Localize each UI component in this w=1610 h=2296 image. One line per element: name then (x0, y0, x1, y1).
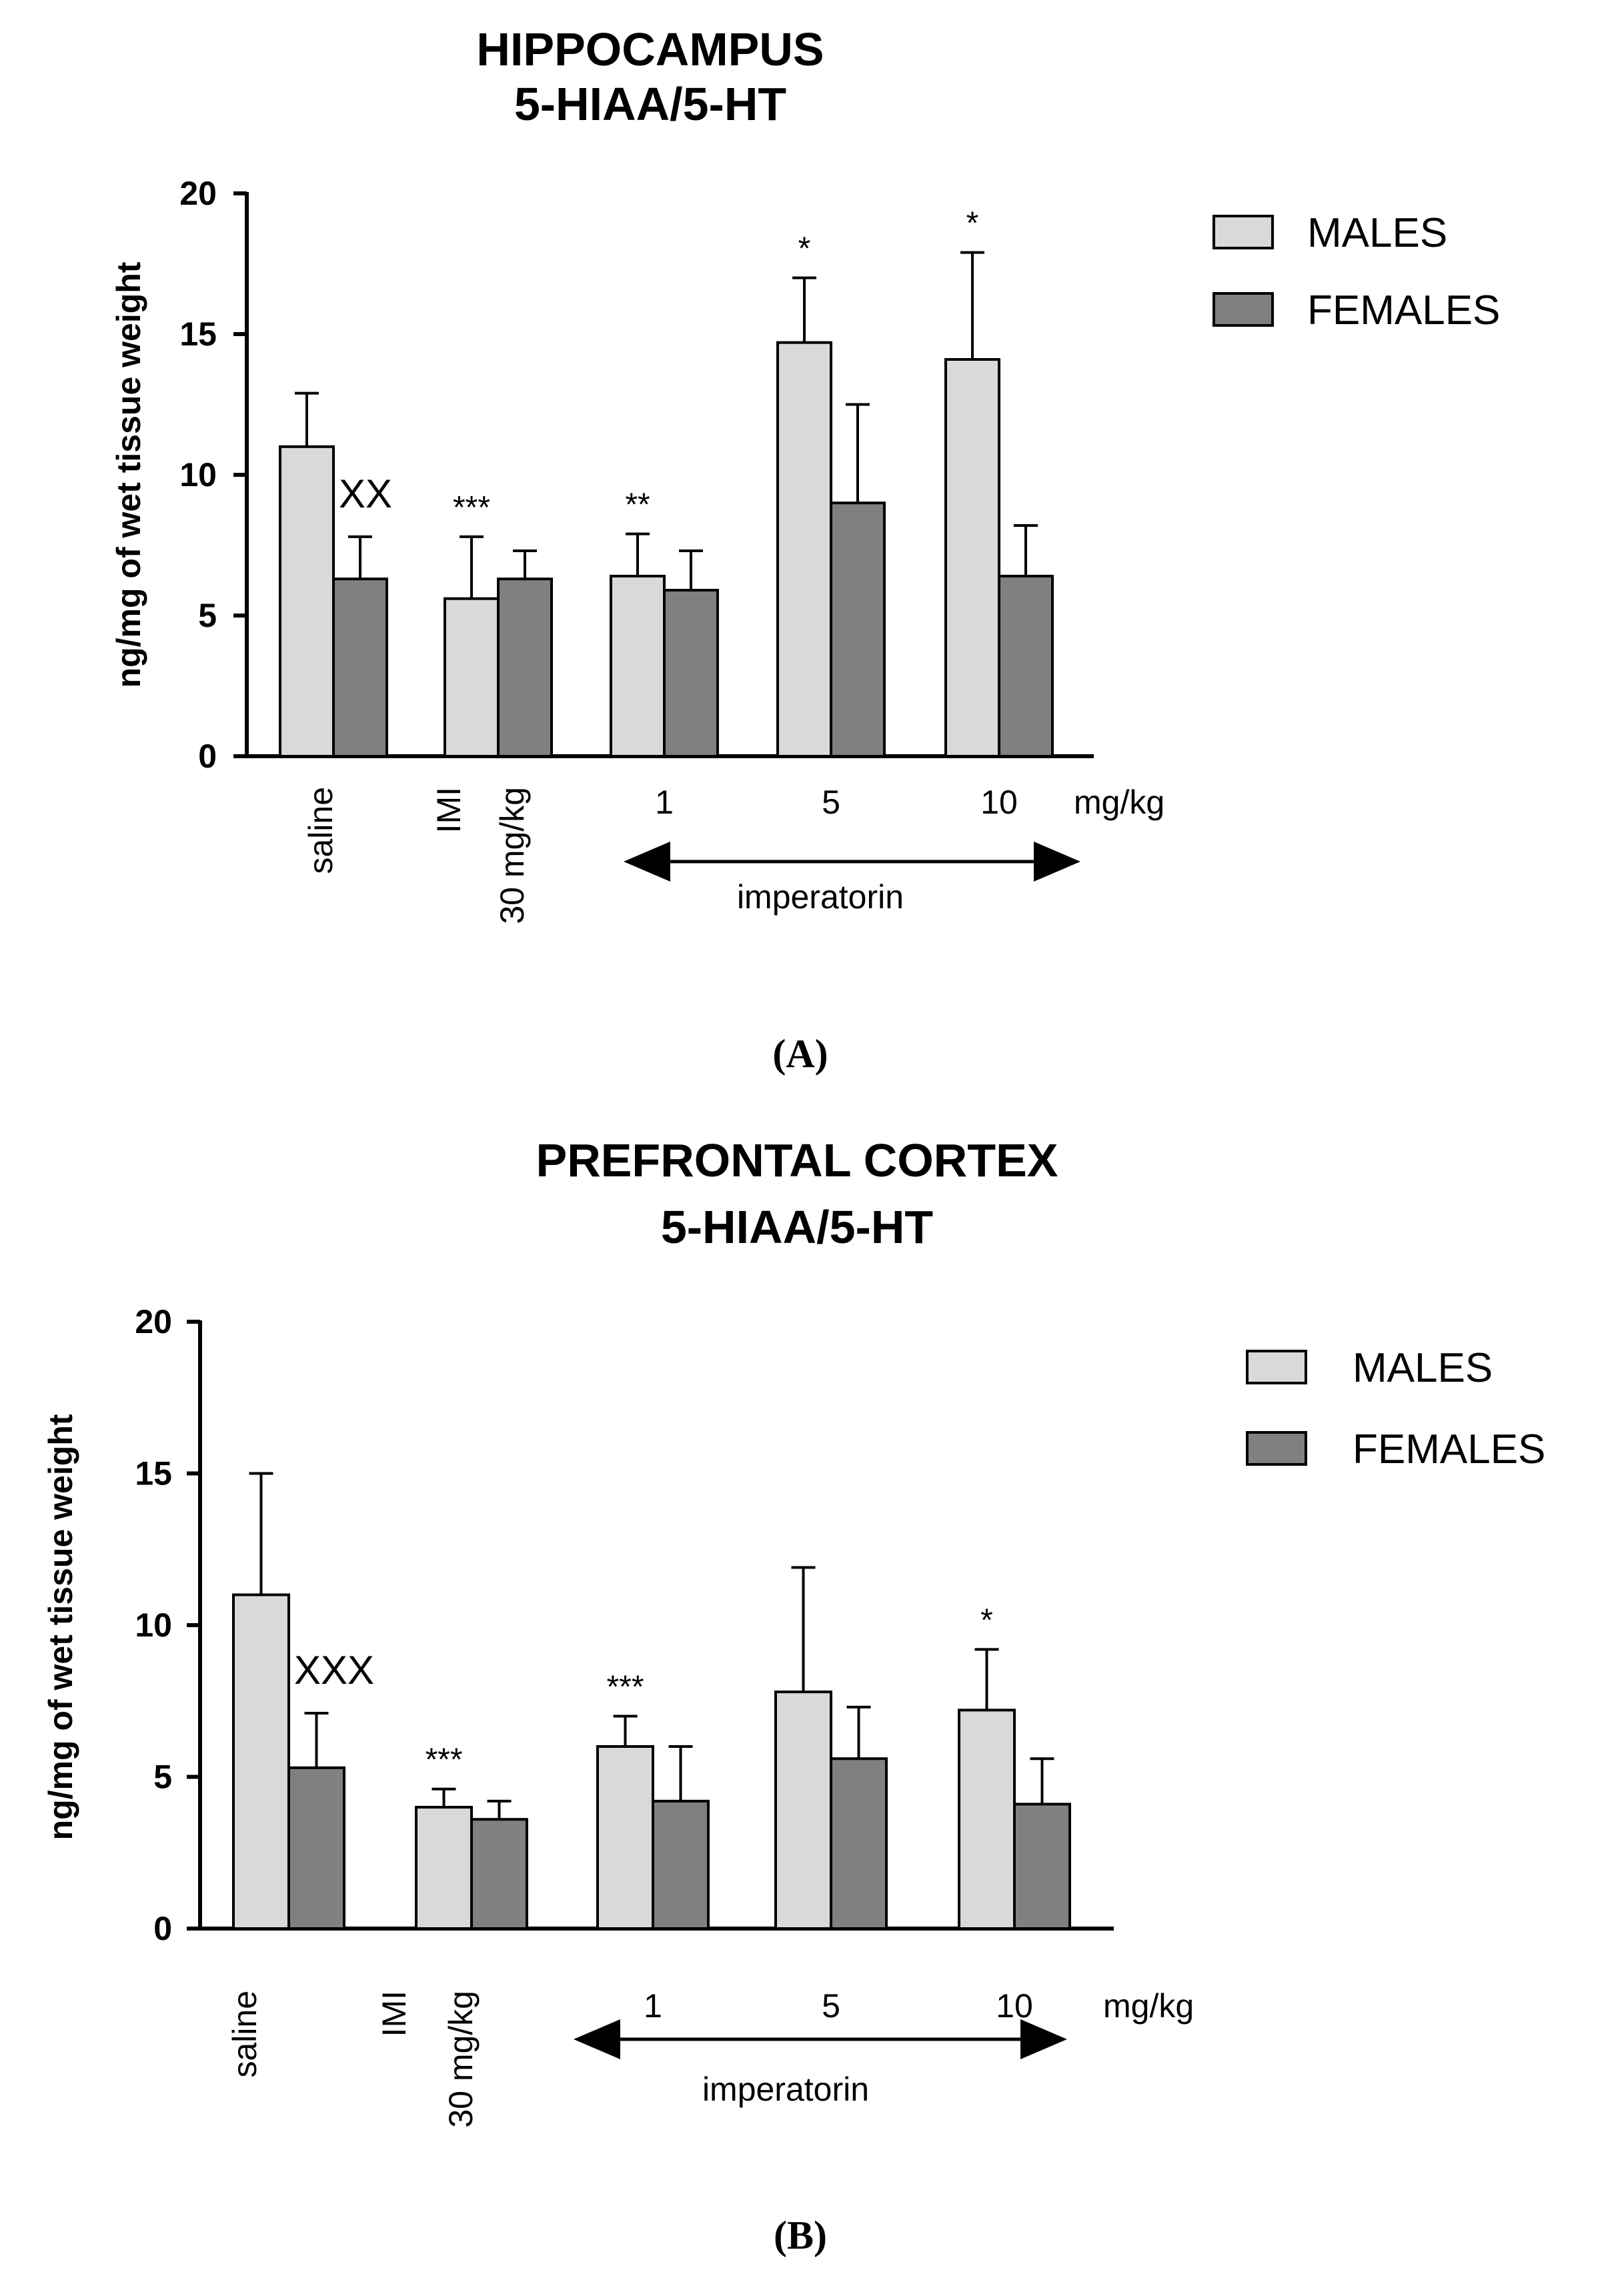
bar-female (830, 501, 886, 758)
y-tick-label: 20 (135, 1303, 172, 1340)
bar-male (232, 1593, 290, 1930)
chart-title-line: 5-HIAA/5-HT (514, 78, 786, 130)
chart-panel-b: PREFRONTAL CORTEX 5-HIAA/5-HT ng/mg of wet… (42, 1134, 1545, 2257)
sex-difference-marker: XX (339, 471, 392, 516)
category-label: 5 (822, 784, 840, 821)
legend-swatch (1213, 292, 1274, 327)
bar-male (958, 1708, 1016, 1930)
category-label: IMI (430, 787, 468, 833)
category-label: 30 mg/kg (442, 1991, 480, 2128)
bar-male (610, 574, 666, 758)
y-axis-label: ng/mg of wet tissue weight (110, 261, 147, 688)
bar-female (1013, 1803, 1071, 1930)
category-label: saline (302, 787, 339, 874)
bar-male (596, 1745, 654, 1930)
significance-marker: ** (625, 487, 650, 523)
bar-female (497, 578, 553, 758)
arrow-head-left (624, 842, 670, 882)
significance-marker: *** (425, 1743, 462, 1778)
legend-swatch (1246, 1431, 1307, 1466)
bar-male (279, 445, 335, 758)
bar-female (287, 1766, 345, 1931)
category-label: 10 (996, 1987, 1033, 2025)
chart-title-line: HIPPOCAMPUS (476, 23, 824, 75)
category-label: 30 mg/kg (494, 787, 531, 924)
significance-marker: * (798, 231, 811, 267)
legend-label: FEMALES (1353, 1426, 1545, 1472)
category-label: 5 (822, 1987, 840, 2025)
x-unit-label: mg/kg (1103, 1987, 1194, 2025)
chart-title-line: 5-HIAA/5-HT (661, 1201, 933, 1253)
legend-swatch (1246, 1350, 1307, 1384)
category-label: saline (226, 1991, 263, 2078)
bar-female (830, 1757, 888, 1930)
bar-female (470, 1818, 528, 1930)
legend-label: MALES (1353, 1345, 1493, 1391)
legend-label: FEMALES (1307, 287, 1500, 333)
category-label: IMI (375, 1991, 413, 2037)
group-label: imperatorin (737, 878, 904, 916)
group-label: imperatorin (702, 2071, 869, 2108)
y-tick-label: 10 (179, 456, 217, 493)
significance-marker: * (980, 1602, 993, 1638)
y-tick-label: 10 (135, 1606, 172, 1644)
y-tick-label: 20 (179, 175, 217, 212)
legend-label: MALES (1307, 210, 1447, 256)
arrow-head-right (1020, 2019, 1067, 2059)
bar-male (944, 357, 1000, 758)
y-tick-label: 0 (153, 1910, 172, 1947)
significance-marker: * (966, 206, 979, 241)
category-label: 1 (655, 784, 674, 821)
y-tick-label: 15 (179, 315, 217, 353)
bar-male (444, 597, 500, 758)
bar-male (415, 1806, 473, 1930)
bar-female (663, 589, 719, 758)
category-label: 10 (980, 784, 1018, 821)
panel-label: (B) (774, 2213, 827, 2257)
panel-label: (A) (772, 1032, 828, 1076)
legend-swatch (1213, 215, 1274, 249)
category-label: 1 (644, 1987, 662, 2025)
sex-difference-marker: XXX (294, 1648, 374, 1692)
bar-male (776, 341, 832, 758)
significance-marker: *** (606, 1670, 644, 1705)
y-tick-label: 15 (135, 1455, 172, 1492)
y-tick-label: 0 (198, 738, 217, 775)
bar-female (332, 578, 388, 758)
arrow-head-right (1034, 842, 1080, 882)
bar-female (998, 574, 1054, 758)
y-axis-label: ng/mg of wet tissue weight (42, 1414, 79, 1840)
x-unit-label: mg/kg (1074, 784, 1164, 821)
bar-female (652, 1799, 710, 1930)
y-tick-label: 5 (198, 597, 217, 634)
arrow-head-left (574, 2019, 620, 2059)
y-tick-label: 5 (153, 1759, 172, 1796)
chart-title-line: PREFRONTAL CORTEX (536, 1134, 1058, 1186)
bar-male (774, 1690, 832, 1931)
significance-marker: *** (453, 490, 490, 525)
